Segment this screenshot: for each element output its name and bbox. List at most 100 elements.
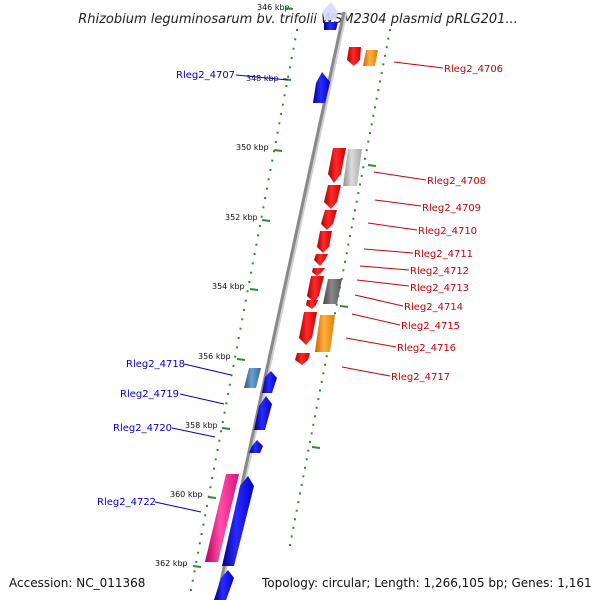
track-tick	[292, 47, 295, 50]
gene-Rleg2_4709[interactable]	[324, 185, 341, 209]
gene-label[interactable]: Rleg2_4710	[418, 226, 477, 237]
gene-Rleg2_4712[interactable]	[312, 268, 325, 276]
track-tick	[359, 183, 361, 186]
track-tick	[302, 475, 305, 478]
track-tick	[340, 277, 343, 280]
track-tick	[241, 318, 244, 321]
track-tick	[299, 492, 301, 495]
track-tick	[237, 337, 240, 339]
gene-label[interactable]: Rleg2_4707	[176, 70, 235, 81]
gene-arrow[interactable]	[214, 570, 234, 600]
tick-tracks	[190, 29, 391, 591]
track-tick	[251, 262, 254, 265]
track-tick	[350, 226, 353, 229]
scale-label: 362 kbp	[155, 559, 188, 568]
track-tick	[221, 421, 224, 423]
gene-label[interactable]: Rleg2_4713	[410, 283, 469, 294]
gene-Rleg2_4717[interactable]	[295, 353, 310, 365]
track-tick	[379, 80, 381, 83]
gene-label[interactable]: Rleg2_4711	[414, 249, 473, 260]
track-tick	[314, 415, 316, 418]
gene-Rleg2_4715[interactable]	[299, 312, 317, 345]
track-tick	[274, 141, 277, 143]
track-tick	[322, 372, 325, 375]
gene-label[interactable]: Rleg2_4714	[404, 302, 463, 313]
track-tick	[347, 243, 350, 246]
gene-label[interactable]: Rleg2_4712	[410, 266, 469, 277]
gene-arrow[interactable]	[343, 149, 362, 186]
gene-Rleg2_4718[interactable]	[244, 368, 261, 388]
track-tick	[357, 192, 360, 195]
gene-Rleg2_4722[interactable]	[205, 474, 239, 562]
track-tick	[307, 449, 310, 452]
track-tick	[352, 217, 355, 220]
gene-Rleg2_4706[interactable]	[363, 50, 378, 66]
track-tick	[276, 131, 279, 134]
track-tick	[225, 402, 228, 405]
track-tick	[289, 544, 291, 546]
gene-label[interactable]: Rleg2_4716	[397, 343, 456, 354]
gene-Rleg2_4720[interactable]	[249, 440, 263, 453]
gene-Rleg2_4711[interactable]	[317, 231, 332, 253]
track-tick	[287, 75, 290, 78]
scale-label: 352 kbp	[225, 213, 258, 222]
gene-Rleg2_4706-neighbor[interactable]	[347, 47, 361, 66]
track-tick	[372, 114, 375, 117]
track-tick	[312, 423, 315, 426]
track-tick	[269, 169, 272, 171]
gene-Rleg2_4713[interactable]	[307, 276, 324, 302]
track-tick	[209, 486, 212, 489]
track-tick	[198, 542, 201, 545]
gene-Rleg2_4716[interactable]	[315, 315, 335, 352]
gene-Rleg2_4719[interactable]	[254, 396, 272, 430]
track-tick	[223, 411, 226, 414]
track-tick	[260, 215, 263, 218]
track-tick	[218, 439, 221, 442]
track-tick	[195, 561, 198, 563]
track-tick	[190, 589, 192, 591]
gene-label[interactable]: Rleg2_4706	[444, 64, 503, 75]
left-gene-labels: Rleg2_4707 Rleg2_4718 Rleg2_4719 Rleg2_4…	[97, 70, 235, 508]
gene-Rleg2_4707[interactable]	[313, 72, 330, 103]
gene-arrow[interactable]	[322, 2, 338, 20]
track-tick	[214, 458, 217, 461]
track-tick	[377, 89, 380, 92]
track-tick	[354, 209, 356, 212]
gene-Rleg2_4708[interactable]	[328, 148, 346, 183]
track-tick	[349, 235, 351, 237]
gene-label[interactable]: Rleg2_4718	[126, 359, 185, 370]
gene-label[interactable]: Rleg2_4722	[97, 497, 156, 508]
gene-label[interactable]: Rleg2_4720	[113, 423, 172, 434]
track-tick	[285, 85, 288, 87]
gene-label[interactable]: Rleg2_4719	[120, 389, 179, 400]
track-tick	[235, 346, 238, 349]
gene-arrow[interactable]	[324, 22, 338, 30]
track-tick	[266, 187, 268, 190]
track-tick	[227, 393, 230, 395]
gene-Rleg2_4714[interactable]	[323, 279, 342, 304]
gene-label[interactable]: Rleg2_4717	[391, 372, 450, 383]
gene-arrow[interactable]	[262, 371, 277, 393]
track-tick	[294, 518, 296, 521]
track-tick	[319, 389, 321, 392]
track-tick	[380, 71, 383, 74]
track-tick	[278, 122, 281, 125]
gene-arrow[interactable]	[306, 300, 318, 309]
gene-label[interactable]: Rleg2_4708	[427, 176, 486, 187]
track-tick	[197, 551, 200, 554]
track-tick	[309, 441, 311, 443]
track-tick	[200, 533, 203, 535]
gene-Rleg2_4710[interactable]	[321, 210, 337, 230]
gene-arrow[interactable]	[314, 254, 328, 266]
gene-arrow[interactable]	[222, 476, 254, 566]
track-tick	[288, 66, 291, 69]
gene-label[interactable]: Rleg2_4709	[422, 203, 481, 214]
track-tick	[211, 477, 214, 479]
track-tick	[294, 38, 297, 41]
gene-label[interactable]: Rleg2_4715	[401, 321, 460, 332]
track-tick	[234, 355, 237, 358]
track-tick	[232, 365, 235, 367]
track-tick	[283, 94, 286, 97]
scale-label: 350 kbp	[236, 143, 269, 152]
